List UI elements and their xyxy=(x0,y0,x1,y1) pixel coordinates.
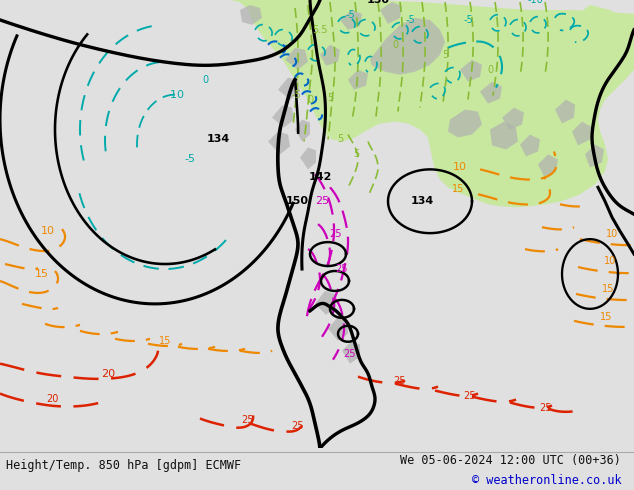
Polygon shape xyxy=(268,131,290,154)
Text: 142: 142 xyxy=(308,172,332,182)
Polygon shape xyxy=(340,10,362,30)
Polygon shape xyxy=(348,70,368,90)
Polygon shape xyxy=(328,317,348,341)
Text: Height/Temp. 850 hPa [gdpm] ECMWF: Height/Temp. 850 hPa [gdpm] ECMWF xyxy=(6,459,242,472)
Text: 5: 5 xyxy=(353,149,359,159)
Polygon shape xyxy=(300,147,316,170)
Polygon shape xyxy=(498,129,530,157)
Polygon shape xyxy=(502,108,524,129)
Text: 134: 134 xyxy=(410,196,434,206)
Text: 25: 25 xyxy=(336,264,348,274)
Text: 15: 15 xyxy=(35,269,49,279)
Text: 25: 25 xyxy=(292,421,304,431)
Text: We 05-06-2024 12:00 UTC (00+36): We 05-06-2024 12:00 UTC (00+36) xyxy=(401,454,621,466)
Polygon shape xyxy=(570,5,625,42)
Text: 5: 5 xyxy=(337,134,343,145)
Text: -10: -10 xyxy=(166,90,184,99)
Text: 25: 25 xyxy=(329,229,341,239)
Text: 25: 25 xyxy=(463,391,476,400)
Text: 25: 25 xyxy=(315,196,329,206)
Text: 20: 20 xyxy=(101,368,115,379)
Polygon shape xyxy=(490,122,518,149)
Polygon shape xyxy=(555,99,575,123)
Polygon shape xyxy=(380,2,402,24)
Text: 10: 10 xyxy=(606,229,618,239)
Text: 15: 15 xyxy=(600,312,612,322)
Polygon shape xyxy=(342,341,360,364)
Text: 25: 25 xyxy=(539,403,551,414)
Polygon shape xyxy=(285,48,308,70)
Text: -10: -10 xyxy=(527,0,543,5)
Polygon shape xyxy=(240,5,262,25)
Polygon shape xyxy=(320,45,340,66)
Text: 20: 20 xyxy=(46,393,58,404)
Text: 10: 10 xyxy=(41,226,55,236)
Text: 150: 150 xyxy=(285,196,309,206)
Polygon shape xyxy=(370,18,445,75)
Polygon shape xyxy=(315,291,336,315)
Polygon shape xyxy=(480,82,502,103)
Polygon shape xyxy=(590,50,618,75)
Text: -5: -5 xyxy=(345,10,355,20)
Text: -5: -5 xyxy=(405,15,415,25)
Text: 5: 5 xyxy=(442,50,448,60)
Text: 10: 10 xyxy=(604,256,616,266)
Text: 5: 5 xyxy=(327,93,333,102)
Text: 150: 150 xyxy=(366,0,389,5)
Text: 0: 0 xyxy=(202,74,208,85)
Text: © weatheronline.co.uk: © weatheronline.co.uk xyxy=(472,474,621,488)
Text: 0: 0 xyxy=(307,95,313,105)
Text: -5: -5 xyxy=(463,15,473,25)
Text: 15: 15 xyxy=(158,336,171,346)
Text: 25: 25 xyxy=(394,376,406,386)
Polygon shape xyxy=(448,110,482,138)
Polygon shape xyxy=(548,159,572,181)
Text: 15: 15 xyxy=(602,284,614,294)
Polygon shape xyxy=(272,106,294,127)
Polygon shape xyxy=(278,78,300,99)
Polygon shape xyxy=(572,122,591,146)
Text: 25: 25 xyxy=(242,416,254,425)
Polygon shape xyxy=(230,0,634,207)
Text: 10: 10 xyxy=(453,162,467,172)
Text: 15: 15 xyxy=(452,184,464,195)
Text: 0: 0 xyxy=(487,65,493,75)
Polygon shape xyxy=(295,120,310,142)
Text: 134: 134 xyxy=(207,134,230,145)
Polygon shape xyxy=(585,145,604,168)
Text: 25: 25 xyxy=(344,349,356,359)
Polygon shape xyxy=(538,154,558,176)
Text: 0: 0 xyxy=(392,40,398,50)
Polygon shape xyxy=(520,135,540,156)
Text: 5.5: 5.5 xyxy=(313,25,328,35)
Text: -5: -5 xyxy=(184,154,195,165)
Polygon shape xyxy=(460,60,482,82)
Text: -5: -5 xyxy=(291,90,301,99)
